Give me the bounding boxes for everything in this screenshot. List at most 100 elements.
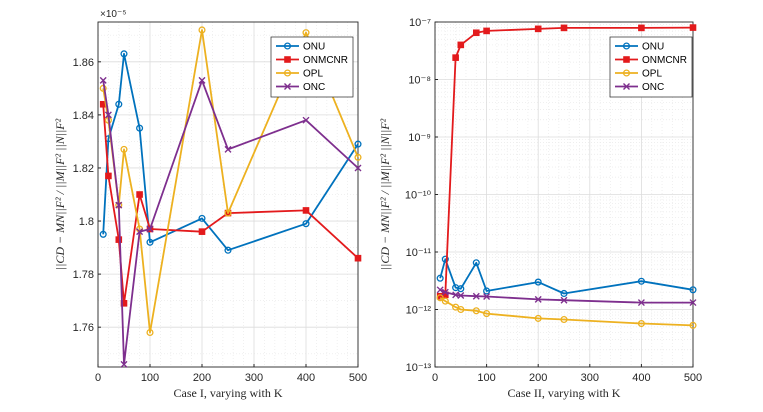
y-tick-label: 10⁻⁸ xyxy=(408,75,431,87)
data-point-onu xyxy=(146,238,154,246)
x-tick-label: 500 xyxy=(684,372,702,384)
legend-marker xyxy=(623,56,630,63)
data-point-onc xyxy=(104,111,112,119)
data-point-onmcnr xyxy=(483,27,490,35)
data-point-onmcnr xyxy=(136,191,143,198)
series-onc xyxy=(99,76,362,368)
y-tick-label: 10⁻¹² xyxy=(406,305,432,317)
y-tick-label: 1.82 xyxy=(73,163,94,175)
data-point-onmcnr xyxy=(560,24,568,32)
data-point-onmcnr xyxy=(198,228,206,235)
data-point-onc xyxy=(483,293,491,301)
legend-marker xyxy=(623,83,630,90)
y-tick-label: 1.8 xyxy=(79,216,94,228)
x-axis-label: Case II, varying with K xyxy=(508,386,621,400)
data-point-opl xyxy=(198,26,206,34)
series-line-onmcnr xyxy=(102,104,359,305)
legend-marker xyxy=(283,42,292,50)
data-point-onc xyxy=(354,164,362,172)
x-tick-label: 0 xyxy=(95,372,101,384)
axes-box xyxy=(97,21,359,368)
x-tick-label: 300 xyxy=(581,372,599,384)
legend-marker xyxy=(622,69,631,77)
data-point-onu xyxy=(224,246,232,254)
x-tick-label: 500 xyxy=(349,372,367,384)
y-tick-label: 1.86 xyxy=(73,57,94,69)
axis-exponent-label: ×10⁻⁵ xyxy=(100,9,126,20)
data-point-onu xyxy=(637,277,645,285)
data-point-onc xyxy=(120,360,128,368)
y-tick-label: 10⁻¹³ xyxy=(406,362,432,374)
data-point-onu xyxy=(120,50,128,58)
data-point-onc xyxy=(441,288,449,296)
legend-marker xyxy=(284,83,291,90)
axes-box xyxy=(434,21,694,368)
data-point-opl xyxy=(457,305,465,314)
data-point-onu xyxy=(689,286,697,294)
legend-label: ONC xyxy=(642,82,664,93)
x-tick-label: 300 xyxy=(245,372,263,384)
series-onu xyxy=(99,50,362,254)
y-tick-label: 1.84 xyxy=(73,110,94,122)
y-tick-label: 10⁻¹¹ xyxy=(406,247,432,259)
data-point-onc xyxy=(560,296,568,304)
y-tick-label: 10⁻¹⁰ xyxy=(405,190,432,202)
data-point-onc xyxy=(637,299,645,307)
legend-label: OPL xyxy=(642,69,662,80)
data-point-onu xyxy=(354,140,362,148)
left-chart: 0 100 200 300 400 500 1.76 1.78 1.8 1.82 1.84 1.86 ×… xyxy=(53,9,367,400)
data-point-onmcnr xyxy=(457,41,465,49)
data-point-onc xyxy=(146,225,154,233)
series-onc xyxy=(436,286,697,307)
data-point-opl xyxy=(689,321,697,329)
data-point-onc xyxy=(99,76,107,84)
legend-marker xyxy=(284,56,291,63)
data-point-onmcnr xyxy=(689,24,697,31)
data-point-opl xyxy=(637,319,645,328)
series-opl xyxy=(436,294,697,329)
data-point-onu xyxy=(302,220,310,228)
data-point-opl xyxy=(120,145,128,153)
legend-label: ONMCNR xyxy=(642,55,687,66)
series-onu xyxy=(436,255,697,298)
data-point-opl xyxy=(436,294,444,302)
x-tick-label: 100 xyxy=(141,372,159,384)
legend-label: ONU xyxy=(303,42,325,53)
x-tick-label: 200 xyxy=(529,372,547,384)
data-point-onu xyxy=(560,289,568,298)
series-line-opl xyxy=(439,297,694,327)
x-tick-label: 100 xyxy=(477,372,495,384)
series-line-onc xyxy=(102,79,359,366)
x-tick-label: 400 xyxy=(297,372,315,384)
legend-label: ONMCNR xyxy=(303,55,348,66)
y-tick-label: 1.78 xyxy=(73,269,94,281)
data-point-onu xyxy=(198,214,206,222)
data-point-onmcnr xyxy=(105,172,112,180)
legend-marker xyxy=(283,69,292,77)
legend-label: ONC xyxy=(303,82,325,93)
data-point-opl xyxy=(302,29,310,37)
data-point-onc xyxy=(689,299,697,307)
data-point-onc xyxy=(436,286,444,294)
data-point-onc xyxy=(136,228,144,236)
data-point-onu xyxy=(115,100,123,108)
x-tick-label: 0 xyxy=(432,372,438,384)
y-tick-label: 10⁻⁷ xyxy=(409,17,431,29)
legend: ONU ONMCNR OPL ONC xyxy=(270,36,354,98)
data-point-onu xyxy=(441,255,449,263)
right-chart: 0 100 200 300 400 500 10⁻¹³ 10⁻¹² 10⁻¹¹ 10⁻¹⁰ 10⁻⁹… xyxy=(378,17,702,400)
series-line-onu xyxy=(102,52,359,252)
data-point-onc xyxy=(115,201,123,209)
y-axis-label: ||CD − MN||F² / ||M||F² ||N||F² xyxy=(53,118,67,270)
data-point-opl xyxy=(441,297,449,305)
series-line-onu xyxy=(439,258,694,295)
y-tick-label: 10⁻⁹ xyxy=(408,132,431,144)
data-point-opl xyxy=(354,153,362,161)
data-point-onmcnr xyxy=(354,254,362,262)
x-axis-label: Case I, varying with K xyxy=(174,386,283,400)
data-point-onmcnr xyxy=(452,54,459,61)
data-point-onu xyxy=(436,274,444,282)
data-point-onmcnr xyxy=(302,207,310,214)
legend-label: ONU xyxy=(642,42,664,53)
data-point-onc xyxy=(224,145,232,153)
